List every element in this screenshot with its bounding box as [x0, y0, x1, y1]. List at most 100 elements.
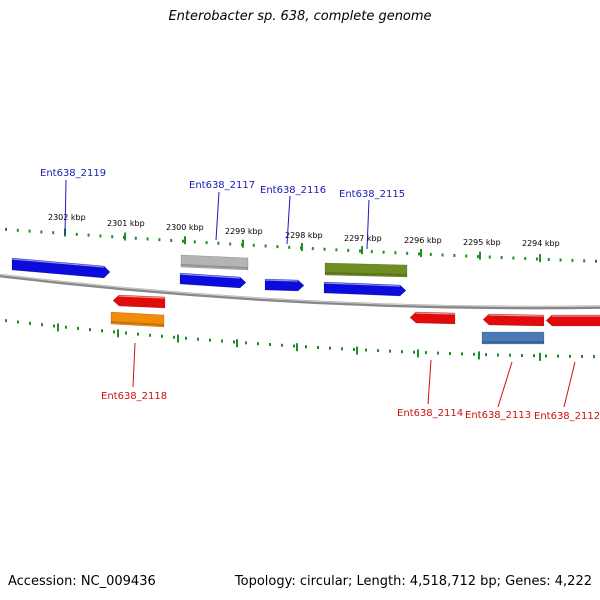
gene-label: Ent638_2116 — [260, 185, 326, 196]
gene-label: Ent638_2114 — [397, 408, 463, 419]
minor-tick — [101, 329, 103, 333]
minor-tick — [477, 255, 479, 259]
tick-label: 2298 kbp — [285, 231, 323, 240]
major-tick — [57, 323, 59, 332]
tick-label: 2297 kbp — [344, 234, 382, 243]
minor-tick — [473, 352, 475, 356]
major-tick — [539, 352, 541, 361]
leader-ent638-2114 — [427, 359, 432, 405]
minor-tick — [293, 344, 295, 348]
minor-tick — [593, 355, 595, 359]
gene-label: Ent638_2112 — [534, 411, 600, 422]
minor-tick — [17, 320, 19, 324]
minor-tick — [217, 241, 220, 245]
minor-tick — [53, 324, 55, 328]
gene-label: Ent638_2117 — [189, 180, 255, 191]
minor-tick — [429, 252, 432, 256]
olive-feature-shade — [324, 272, 408, 276]
minor-tick — [437, 351, 439, 355]
gene-ent638-2114 — [409, 311, 456, 325]
minor-tick — [288, 245, 291, 249]
gene-ent638-2112 — [545, 314, 600, 327]
minor-tick — [323, 247, 326, 251]
minor-tick — [425, 351, 427, 355]
minor-tick — [449, 352, 451, 356]
minor-tick — [317, 345, 319, 349]
accession-label: Accession: NC_009436 — [8, 574, 156, 589]
gene-ent638-2119-shine — [11, 258, 105, 268]
major-tick — [417, 349, 419, 358]
gene-ent638-2114-shine — [415, 312, 456, 315]
minor-tick — [170, 238, 173, 242]
minor-tick — [5, 319, 7, 323]
minor-tick — [461, 352, 463, 356]
minor-tick — [137, 332, 139, 336]
label-leaders — [64, 179, 576, 408]
major-tick — [117, 329, 119, 338]
minor-tick — [465, 254, 468, 258]
gene-label: Ent638_2113 — [465, 410, 531, 421]
minor-tick — [581, 354, 583, 358]
minor-tick — [221, 339, 223, 343]
minor-tick — [500, 256, 503, 260]
major-tick — [242, 239, 244, 248]
minor-tick — [111, 235, 114, 239]
minor-tick — [52, 231, 55, 235]
major-tick — [361, 246, 363, 255]
minor-tick — [182, 239, 184, 243]
major-tick — [479, 251, 481, 260]
minor-tick — [87, 233, 90, 237]
minor-tick — [365, 348, 367, 352]
minor-tick — [382, 250, 385, 254]
leader-ent638-2113 — [497, 361, 513, 408]
minor-tick — [276, 245, 279, 249]
minor-tick — [269, 342, 271, 346]
minor-tick — [5, 227, 7, 231]
minor-tick — [264, 244, 267, 248]
leader-ent638-2116 — [286, 195, 291, 245]
minor-tick — [370, 250, 373, 254]
minor-tick — [77, 326, 79, 330]
minor-tick — [173, 335, 175, 339]
minor-tick — [497, 353, 499, 357]
major-tick — [184, 236, 186, 245]
tick-label: 2294 kbp — [522, 239, 560, 248]
minor-tick — [536, 257, 538, 261]
orange-feature — [110, 311, 165, 328]
tick-label: 2300 kbp — [166, 223, 204, 232]
minor-tick — [512, 256, 515, 260]
steelblue-feature — [481, 331, 545, 345]
tick-label: 2302 kbp — [48, 213, 86, 222]
minor-tick — [233, 340, 235, 344]
minor-tick — [389, 349, 391, 353]
genome-backbone-highlight — [0, 274, 600, 308]
minor-tick — [65, 325, 67, 329]
minor-tick — [406, 251, 409, 255]
minor-tick — [257, 342, 259, 346]
minor-tick — [524, 257, 527, 261]
minor-tick — [347, 248, 350, 252]
major-tick — [539, 254, 541, 263]
gene-label: Ent638_2118 — [101, 391, 167, 402]
minor-tick — [252, 243, 255, 247]
minor-tick — [418, 252, 420, 256]
minor-tick — [545, 354, 547, 358]
minor-tick — [329, 346, 331, 350]
minor-tick — [377, 349, 379, 353]
tick-label: 2295 kbp — [463, 238, 501, 247]
gene-label: Ent638_2119 — [40, 168, 106, 179]
gene-ent638-2116-shine — [264, 279, 299, 282]
major-tick — [236, 339, 238, 348]
minor-tick — [158, 238, 161, 242]
minor-tick — [281, 343, 283, 347]
minor-tick — [401, 350, 403, 354]
gene-features — [11, 254, 600, 345]
minor-tick — [547, 257, 550, 261]
orange-feature-shade — [110, 321, 165, 326]
major-tick — [478, 351, 480, 360]
minor-tick — [28, 229, 31, 233]
tick-label: 2296 kbp — [404, 236, 442, 245]
minor-tick — [341, 347, 343, 351]
genome-title: Enterobacter sp. 638, complete genome — [168, 9, 432, 24]
